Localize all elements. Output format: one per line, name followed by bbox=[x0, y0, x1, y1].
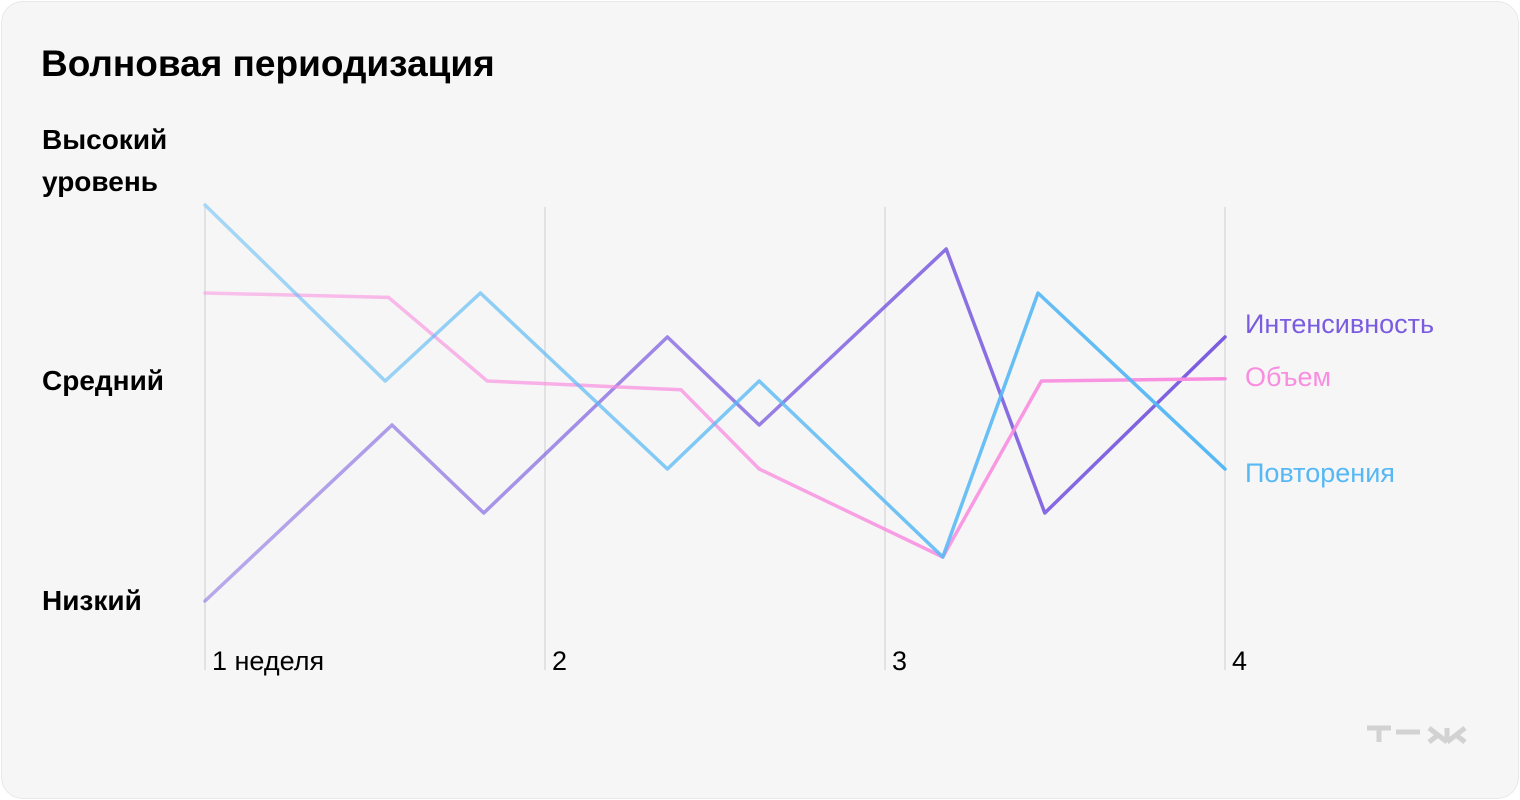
x-tick-label: 3 bbox=[892, 646, 907, 676]
legend-label: Объем bbox=[1245, 362, 1331, 392]
y-tick-label: Низкий bbox=[42, 585, 142, 616]
x-tick-label: 4 bbox=[1232, 646, 1247, 676]
y-tick-label: Высокий уровень bbox=[42, 124, 168, 197]
series-line bbox=[203, 247, 1227, 603]
series-line bbox=[203, 203, 1227, 559]
series-line bbox=[203, 291, 1227, 559]
chart-title: Волновая периодизация bbox=[41, 43, 495, 84]
x-tick-label: 1 неделя bbox=[212, 646, 324, 676]
x-tick-label: 2 bbox=[552, 646, 567, 676]
legend-label: Повторения bbox=[1245, 458, 1395, 488]
logo bbox=[1367, 725, 1467, 744]
legend-label: Интенсивность bbox=[1245, 309, 1434, 339]
y-tick-label: Средний bbox=[42, 365, 165, 396]
